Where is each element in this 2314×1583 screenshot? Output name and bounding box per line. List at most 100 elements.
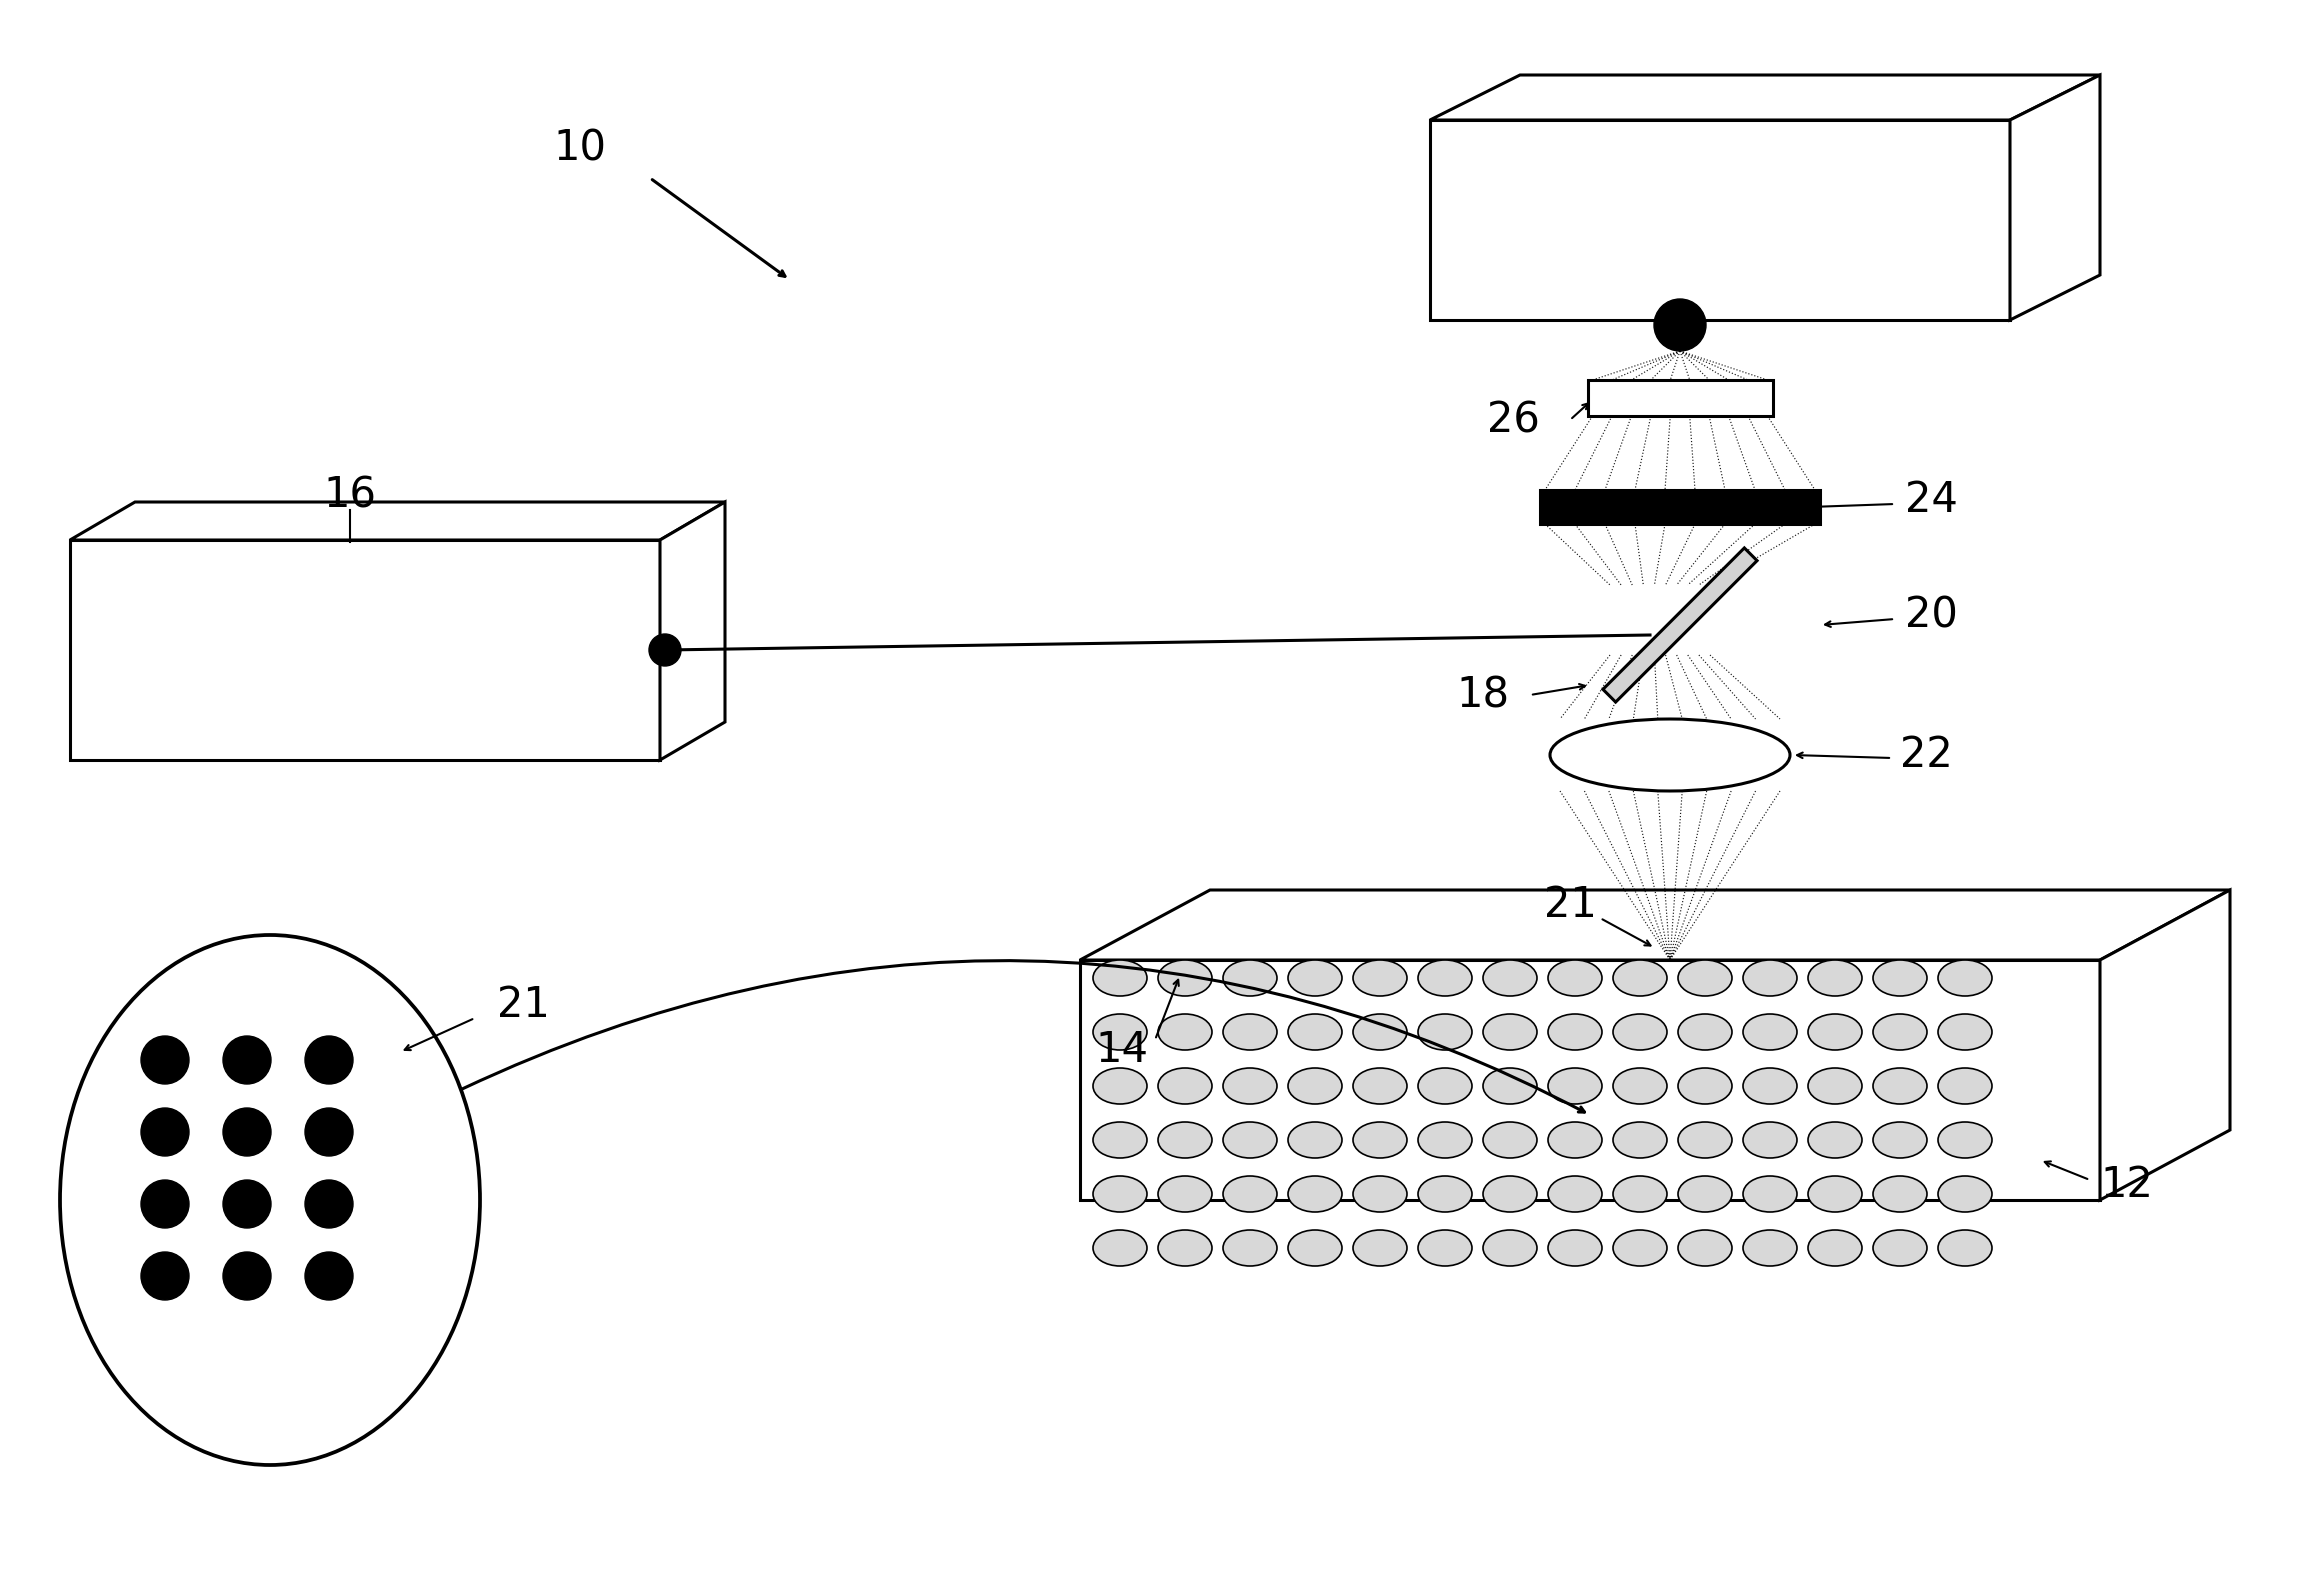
Ellipse shape bbox=[1678, 1122, 1731, 1159]
Ellipse shape bbox=[1354, 1230, 1407, 1266]
Ellipse shape bbox=[1224, 959, 1277, 996]
Ellipse shape bbox=[1548, 1176, 1601, 1213]
Ellipse shape bbox=[1678, 1015, 1731, 1050]
Ellipse shape bbox=[1418, 1069, 1472, 1103]
Bar bbox=[1541, 491, 1821, 524]
Ellipse shape bbox=[1483, 1122, 1536, 1159]
Ellipse shape bbox=[1092, 959, 1148, 996]
Ellipse shape bbox=[1483, 1176, 1536, 1213]
Ellipse shape bbox=[1418, 1176, 1472, 1213]
Ellipse shape bbox=[1742, 1122, 1798, 1159]
Ellipse shape bbox=[1354, 1069, 1407, 1103]
Circle shape bbox=[222, 1035, 271, 1084]
Ellipse shape bbox=[1872, 1069, 1928, 1103]
Ellipse shape bbox=[1418, 959, 1472, 996]
Ellipse shape bbox=[1092, 1176, 1148, 1213]
Ellipse shape bbox=[1742, 959, 1798, 996]
Ellipse shape bbox=[1939, 1015, 1992, 1050]
Ellipse shape bbox=[1224, 1069, 1277, 1103]
Ellipse shape bbox=[1807, 1015, 1863, 1050]
Circle shape bbox=[305, 1179, 354, 1228]
Ellipse shape bbox=[1157, 1015, 1213, 1050]
Polygon shape bbox=[69, 540, 659, 760]
Ellipse shape bbox=[1354, 1015, 1407, 1050]
Ellipse shape bbox=[1157, 959, 1213, 996]
Polygon shape bbox=[1081, 959, 2101, 1200]
Polygon shape bbox=[1604, 548, 1756, 703]
Text: 12: 12 bbox=[2101, 1164, 2152, 1206]
Ellipse shape bbox=[1548, 1069, 1601, 1103]
Ellipse shape bbox=[1224, 1015, 1277, 1050]
Ellipse shape bbox=[1872, 1122, 1928, 1159]
Ellipse shape bbox=[1742, 1230, 1798, 1266]
Circle shape bbox=[141, 1108, 190, 1156]
Ellipse shape bbox=[1613, 1069, 1666, 1103]
Ellipse shape bbox=[1483, 1230, 1536, 1266]
Text: 24: 24 bbox=[1904, 480, 1958, 521]
Ellipse shape bbox=[1613, 1015, 1666, 1050]
Ellipse shape bbox=[1483, 959, 1536, 996]
Polygon shape bbox=[2011, 74, 2101, 320]
Ellipse shape bbox=[1092, 1230, 1148, 1266]
Polygon shape bbox=[659, 502, 724, 760]
Ellipse shape bbox=[1092, 1069, 1148, 1103]
Polygon shape bbox=[1430, 120, 2011, 320]
Ellipse shape bbox=[1157, 1176, 1213, 1213]
Ellipse shape bbox=[1872, 1176, 1928, 1213]
Ellipse shape bbox=[1939, 959, 1992, 996]
Ellipse shape bbox=[1742, 1069, 1798, 1103]
Ellipse shape bbox=[1678, 1230, 1731, 1266]
Ellipse shape bbox=[1289, 959, 1342, 996]
Polygon shape bbox=[1081, 890, 2231, 959]
Text: 21: 21 bbox=[498, 985, 551, 1026]
Text: 26: 26 bbox=[1488, 399, 1541, 442]
Ellipse shape bbox=[1418, 1015, 1472, 1050]
Circle shape bbox=[305, 1252, 354, 1300]
Ellipse shape bbox=[1548, 1230, 1601, 1266]
Ellipse shape bbox=[1418, 1122, 1472, 1159]
Ellipse shape bbox=[1289, 1069, 1342, 1103]
Ellipse shape bbox=[1157, 1069, 1213, 1103]
Ellipse shape bbox=[1548, 959, 1601, 996]
Circle shape bbox=[141, 1179, 190, 1228]
Ellipse shape bbox=[1483, 1069, 1536, 1103]
Ellipse shape bbox=[1224, 1230, 1277, 1266]
Ellipse shape bbox=[1224, 1122, 1277, 1159]
Ellipse shape bbox=[1289, 1015, 1342, 1050]
Ellipse shape bbox=[1548, 1015, 1601, 1050]
Ellipse shape bbox=[1872, 1230, 1928, 1266]
Ellipse shape bbox=[1939, 1176, 1992, 1213]
Ellipse shape bbox=[1289, 1176, 1342, 1213]
Ellipse shape bbox=[1483, 1015, 1536, 1050]
Ellipse shape bbox=[1548, 1122, 1601, 1159]
Ellipse shape bbox=[1872, 1015, 1928, 1050]
Ellipse shape bbox=[1678, 1069, 1731, 1103]
Ellipse shape bbox=[1289, 1122, 1342, 1159]
Ellipse shape bbox=[1939, 1122, 1992, 1159]
Text: 14: 14 bbox=[1095, 1029, 1148, 1072]
Text: 20: 20 bbox=[1904, 594, 1958, 636]
Circle shape bbox=[141, 1252, 190, 1300]
Ellipse shape bbox=[1939, 1230, 1992, 1266]
Ellipse shape bbox=[1224, 1176, 1277, 1213]
Polygon shape bbox=[1430, 74, 2101, 120]
Ellipse shape bbox=[1289, 1230, 1342, 1266]
Ellipse shape bbox=[1807, 1230, 1863, 1266]
Circle shape bbox=[222, 1252, 271, 1300]
Ellipse shape bbox=[1613, 1176, 1666, 1213]
Ellipse shape bbox=[1157, 1230, 1213, 1266]
Ellipse shape bbox=[1613, 1230, 1666, 1266]
Text: 21: 21 bbox=[1543, 883, 1597, 926]
Ellipse shape bbox=[1418, 1230, 1472, 1266]
Text: 10: 10 bbox=[553, 127, 606, 169]
Ellipse shape bbox=[60, 936, 479, 1464]
Circle shape bbox=[141, 1035, 190, 1084]
Circle shape bbox=[222, 1179, 271, 1228]
Ellipse shape bbox=[1354, 1176, 1407, 1213]
Ellipse shape bbox=[1939, 1069, 1992, 1103]
Ellipse shape bbox=[1613, 1122, 1666, 1159]
Polygon shape bbox=[69, 502, 724, 540]
Text: 16: 16 bbox=[324, 473, 377, 516]
Ellipse shape bbox=[1354, 959, 1407, 996]
Ellipse shape bbox=[1742, 1015, 1798, 1050]
